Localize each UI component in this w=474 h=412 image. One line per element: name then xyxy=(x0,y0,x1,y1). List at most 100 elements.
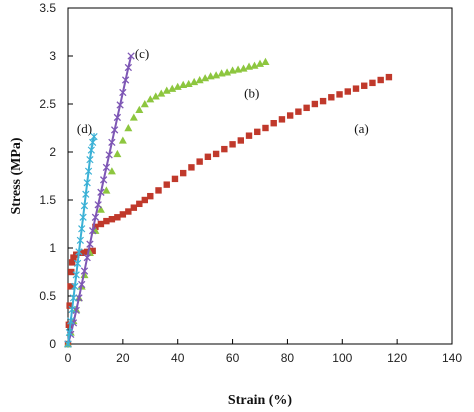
data-point-triangle xyxy=(129,113,138,121)
data-point-square xyxy=(303,104,310,112)
data-point-square xyxy=(262,124,269,132)
series-label: (c) xyxy=(135,46,149,61)
data-point-square xyxy=(97,220,105,228)
data-point-star xyxy=(65,328,73,337)
data-point-cross xyxy=(83,253,91,262)
data-point-star xyxy=(68,305,76,314)
data-point-star xyxy=(80,202,89,210)
data-point-cross xyxy=(119,88,127,97)
data-point-star xyxy=(83,179,91,187)
data-point-square xyxy=(245,132,253,139)
data-series xyxy=(64,52,393,348)
data-point-triangle xyxy=(239,64,248,72)
data-point-triangle xyxy=(162,86,171,94)
data-point-square xyxy=(311,100,319,108)
data-point-square xyxy=(361,82,368,89)
data-point-square xyxy=(237,137,244,144)
data-point-cross xyxy=(97,188,105,196)
data-point-triangle xyxy=(102,186,111,194)
data-point-square xyxy=(171,175,179,183)
data-point-square xyxy=(67,283,74,290)
y-tick-label: 1.5 xyxy=(39,193,56,207)
plot-frame xyxy=(67,7,453,345)
data-point-triangle xyxy=(140,100,149,108)
data-point-cross xyxy=(110,126,119,134)
data-point-triangle xyxy=(184,79,193,88)
data-point-square xyxy=(78,249,85,256)
data-point-triangle xyxy=(212,71,221,79)
data-point-square xyxy=(68,268,75,276)
data-point-star xyxy=(89,138,97,147)
data-point-triangle xyxy=(157,89,166,97)
series-b xyxy=(64,57,270,348)
y-tick-label: 3 xyxy=(49,49,56,63)
series-label: (d) xyxy=(77,121,92,136)
data-point-star xyxy=(78,225,86,233)
data-point-square xyxy=(89,247,96,255)
data-point-cross xyxy=(89,227,97,235)
data-point-triangle xyxy=(135,105,144,113)
y-tick-label: 1 xyxy=(49,241,56,255)
data-point-triangle xyxy=(195,76,204,84)
data-point-star xyxy=(79,213,87,221)
data-point-triangle xyxy=(261,57,270,65)
data-point-square xyxy=(84,248,91,256)
data-point-triangle xyxy=(168,84,177,92)
data-point-square xyxy=(295,108,302,115)
data-point-cross xyxy=(113,113,122,122)
x-tick-label: 0 xyxy=(65,351,72,365)
data-point-square xyxy=(136,200,143,208)
data-point-square xyxy=(103,217,110,225)
series-d xyxy=(64,132,98,348)
data-point-square xyxy=(221,145,228,153)
data-point-square xyxy=(114,214,121,221)
data-point-cross xyxy=(99,176,108,184)
data-point-star xyxy=(84,167,93,175)
y-tick-label: 3.5 xyxy=(39,1,56,15)
data-point-triangle xyxy=(146,95,155,103)
data-point-star xyxy=(69,294,78,302)
x-tick-label: 40 xyxy=(171,351,185,365)
data-point-square xyxy=(254,128,261,136)
data-point-star xyxy=(64,340,72,348)
data-point-triangle xyxy=(107,167,116,175)
data-point-square xyxy=(204,153,212,160)
y-tick-label: 0.5 xyxy=(39,289,56,303)
data-point-square xyxy=(130,204,138,211)
x-tick-label: 140 xyxy=(442,351,462,365)
series-labels: (a) (b) (c) (d) xyxy=(77,46,369,136)
y-axis: 0 0.5 1 1.5 2 2.5 3 3.5 xyxy=(39,1,73,351)
data-point-square xyxy=(319,97,327,105)
y-axis-title: Stress (MPa) xyxy=(9,137,24,214)
data-point-square xyxy=(155,187,162,194)
data-point-triangle xyxy=(223,68,232,76)
data-point-triangle xyxy=(118,136,127,144)
plot-area-border xyxy=(67,7,453,345)
x-tick-label: 120 xyxy=(387,351,407,365)
data-point-cross xyxy=(86,240,94,248)
data-point-square xyxy=(119,211,127,218)
data-point-star xyxy=(76,236,84,245)
data-point-triangle xyxy=(113,149,122,158)
data-point-star xyxy=(82,190,90,198)
data-point-triangle xyxy=(173,82,182,90)
data-point-square xyxy=(196,158,203,165)
data-point-square xyxy=(229,141,236,148)
x-tick-label: 100 xyxy=(332,351,352,365)
x-tick-label: 20 xyxy=(116,351,130,365)
data-point-star xyxy=(87,146,95,154)
x-tick-label: 60 xyxy=(226,351,240,365)
y-tick-label: 2.5 xyxy=(39,97,56,111)
data-point-square xyxy=(286,112,294,119)
data-point-star xyxy=(73,259,82,268)
data-point-cross xyxy=(75,294,83,302)
data-point-cross xyxy=(108,138,116,147)
series-a xyxy=(64,73,393,348)
data-point-square xyxy=(212,150,220,158)
data-point-cross xyxy=(80,267,89,275)
data-point-triangle xyxy=(124,124,133,132)
data-point-triangle xyxy=(201,74,210,82)
data-point-square xyxy=(188,164,195,171)
data-point-cross xyxy=(105,151,113,159)
